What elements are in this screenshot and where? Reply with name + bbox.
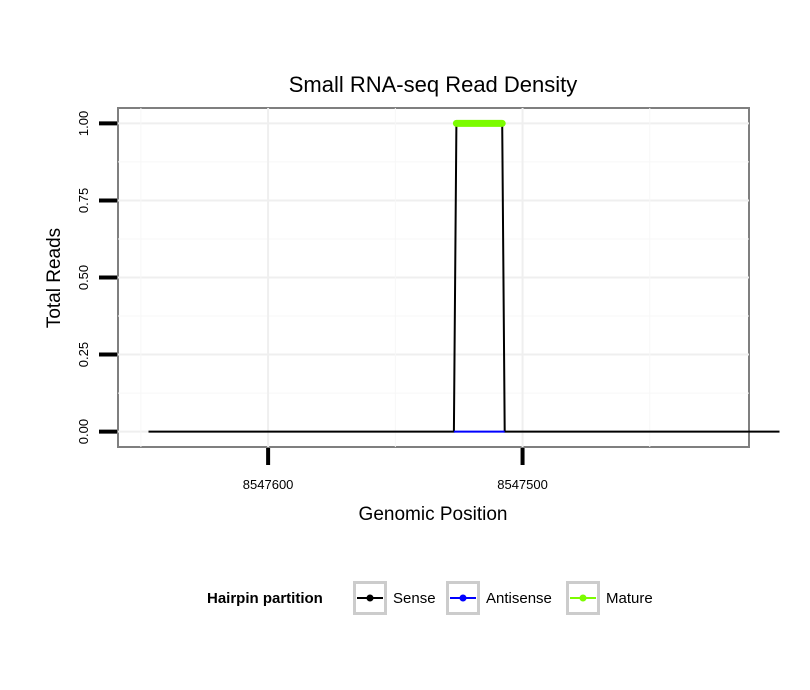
y-axis: 0.00 0.25 0.50 0.75 1.00 [76,111,117,444]
legend-label-antisense: Antisense [486,590,552,607]
legend-key-point-mature [579,594,587,602]
x-axis-title: Genomic Position [359,504,508,525]
y-tick-label-1: 0.25 [76,342,91,367]
y-tick-label-3: 0.75 [76,188,91,213]
legend-key-point-antisense [459,594,467,602]
x-axis: 8547600 8547500 [243,448,548,492]
legend-title: Hairpin partition [207,590,323,607]
y-tick-label-2: 0.50 [76,265,91,290]
y-axis-title: Total Reads [44,228,65,328]
x-tick-label-0: 8547600 [243,477,294,492]
x-tick-label-1: 8547500 [497,477,548,492]
legend: Hairpin partition Sense Antisense Mature [207,581,653,615]
y-tick-label-4: 1.00 [76,111,91,136]
chart-title: Small RNA-seq Read Density [289,72,578,97]
grid-lines [118,108,749,447]
legend-label-mature: Mature [606,590,653,607]
legend-key-point-sense [366,594,374,602]
legend-label-sense: Sense [393,590,436,607]
y-tick-label-0: 0.00 [76,419,91,444]
series-lines [148,119,780,433]
